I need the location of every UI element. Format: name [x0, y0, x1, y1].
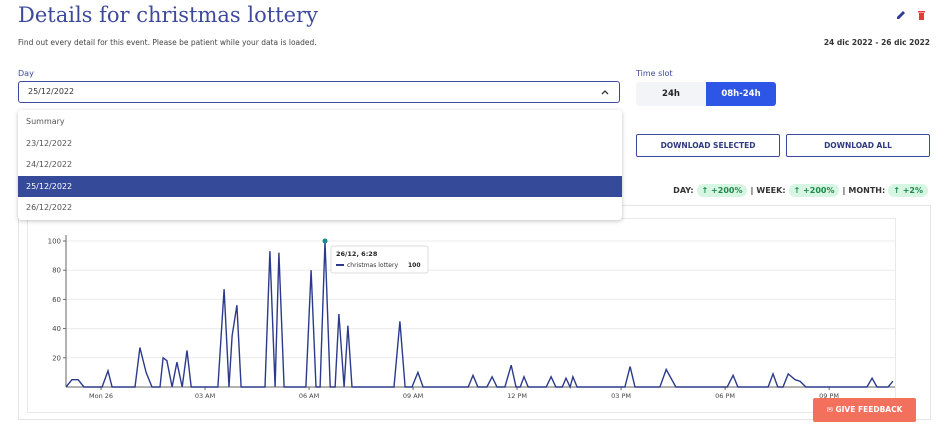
download-all[interactable]: DOWNLOAD ALL	[786, 134, 930, 157]
time-slot-label: Time slot	[636, 69, 673, 78]
separator: |	[842, 186, 846, 195]
stat-change: +200%	[803, 186, 835, 195]
tooltip-box	[330, 245, 429, 274]
tooltip-series: christmas lottery	[347, 262, 398, 269]
x-tick-label: 06 AM	[299, 392, 319, 400]
day-select[interactable]: 25/12/2022	[18, 81, 620, 103]
stat-badge: ↑ +2%	[888, 184, 928, 197]
x-tick-label: 09 PM	[819, 392, 839, 400]
download-selected[interactable]: DOWNLOAD SELECTED	[636, 134, 780, 157]
x-tick-label: 06 PM	[715, 392, 735, 400]
plot-frame	[27, 218, 896, 413]
page-title: Details for christmas lottery	[18, 3, 318, 27]
x-tick-label: 09 AM	[403, 392, 423, 400]
day-option[interactable]: Summary	[26, 117, 65, 126]
x-tick-label: Mon 26	[89, 392, 113, 400]
y-tick-label: 40	[52, 325, 61, 333]
chevron	[601, 90, 609, 95]
day-menu: Summary 23/12/2022 24/12/2022 25/12/2022…	[18, 110, 622, 220]
subtitle: Find out every detail for this event. Pl…	[18, 38, 317, 47]
x-tick-label: 03 PM	[611, 392, 631, 400]
chart: 20 40 60 80 100 Mon 26 03 AM 06 AM 09 AM 12 PM 03 …	[18, 205, 931, 420]
feedback-label: GIVE FEEDBACK	[835, 405, 903, 414]
tooltip: 26/12, 6:28 christmas lottery 100	[330, 245, 429, 274]
stat-badge: ↑ +200%	[788, 184, 840, 197]
day-option[interactable]: 24/12/2022	[26, 160, 73, 169]
day-option[interactable]: 23/12/2022	[26, 139, 73, 148]
stat-label: DAY:	[673, 186, 694, 195]
day-label: Day	[18, 69, 34, 78]
day-option[interactable]: 26/12/2022	[26, 203, 73, 212]
selected-day: 25/12/2022	[28, 87, 75, 96]
y-tick-label: 60	[52, 296, 61, 304]
x-tick-label: 12 PM	[507, 392, 527, 400]
edit-icon[interactable]	[897, 11, 905, 19]
delete-icon[interactable]	[918, 11, 925, 20]
tooltip-value: 100	[408, 262, 421, 269]
day-option[interactable]: 25/12/2022	[18, 176, 622, 197]
stats: DAY: ↑ +200% | WEEK: ↑ +200% | MONTH: ↑ …	[673, 184, 928, 197]
action-icons	[897, 11, 925, 20]
stat-change: +200%	[711, 186, 743, 195]
stat-badge: ↑ +200%	[696, 184, 748, 197]
give-feedback[interactable]: ✉ GIVE FEEDBACK	[813, 398, 916, 422]
stat-label: MONTH:	[848, 186, 886, 195]
hover-point	[322, 238, 328, 244]
y-tick-label: 80	[52, 267, 61, 275]
tooltip-swatch	[335, 264, 344, 266]
tooltip-title: 26/12, 6:28	[336, 250, 378, 258]
y-tick-label: 20	[52, 354, 61, 362]
y-tick-label: 100	[48, 238, 61, 246]
separator: |	[750, 186, 754, 195]
stat-change: +2%	[902, 186, 923, 195]
date-range: 24 dic 2022 - 26 dic 2022	[823, 38, 930, 47]
stat-label: WEEK:	[756, 186, 786, 195]
slot-toggle[interactable]: 24h	[636, 82, 706, 106]
x-tick-label: 03 AM	[195, 392, 215, 400]
series-line	[65, 240, 894, 390]
slot-toggle[interactable]: 08h-24h	[706, 82, 776, 106]
